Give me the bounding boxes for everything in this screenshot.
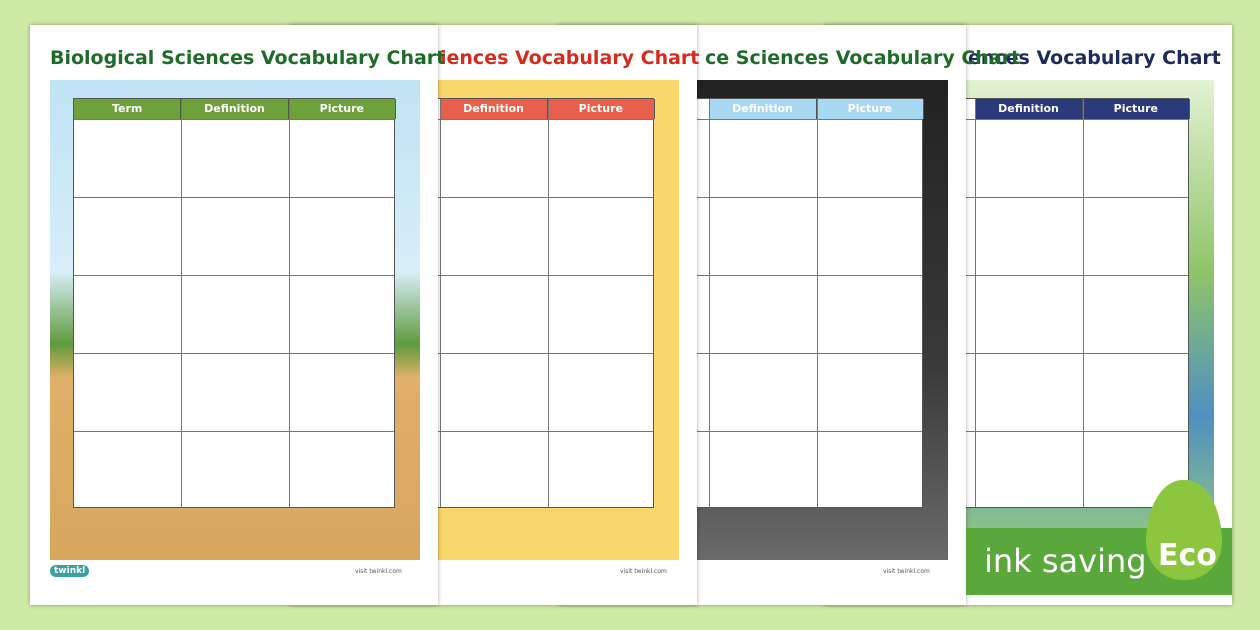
table-header: Picture bbox=[1082, 99, 1190, 119]
row-line bbox=[602, 353, 922, 354]
row-line bbox=[333, 197, 653, 198]
footer-url: visit twinkl.com bbox=[355, 568, 402, 575]
row-line bbox=[868, 353, 1188, 354]
sheet-title: Biological Sciences Vocabulary Chart bbox=[50, 47, 446, 69]
table-header: Term bbox=[74, 99, 182, 119]
sheet-title: ce Sciences Vocabulary Chart bbox=[705, 47, 1021, 69]
row-line bbox=[868, 275, 1188, 276]
table-header: Definition bbox=[440, 99, 548, 119]
column-line bbox=[547, 99, 549, 507]
row-line bbox=[333, 353, 653, 354]
row-line bbox=[602, 197, 922, 198]
row-line bbox=[602, 431, 922, 432]
table-header: Picture bbox=[288, 99, 396, 119]
row-line bbox=[74, 353, 394, 354]
eco-badge: ink saving Eco bbox=[966, 480, 1232, 595]
leaf bbox=[1146, 480, 1222, 580]
footer-url: visit twinkl.com bbox=[620, 568, 667, 575]
table-header: Definition bbox=[709, 99, 817, 119]
column-line bbox=[1082, 99, 1084, 507]
row-line bbox=[602, 275, 922, 276]
column-line bbox=[288, 99, 290, 507]
row-line bbox=[74, 275, 394, 276]
row-line bbox=[868, 119, 1188, 120]
column-line bbox=[975, 99, 977, 507]
table-header: Picture bbox=[816, 99, 924, 119]
twinkl-logo: twinkl bbox=[50, 565, 90, 577]
row-line bbox=[868, 197, 1188, 198]
table-header: Definition bbox=[975, 99, 1083, 119]
table-header: Picture bbox=[547, 99, 655, 119]
column-line bbox=[440, 99, 442, 507]
badge-text: ink saving bbox=[984, 542, 1147, 580]
row-line bbox=[333, 431, 653, 432]
sheet-title: ences Vocabulary Chart bbox=[968, 47, 1221, 69]
badge-label: Eco bbox=[1158, 538, 1217, 573]
row-line bbox=[333, 275, 653, 276]
row-line bbox=[333, 119, 653, 120]
row-line bbox=[74, 119, 394, 120]
column-line bbox=[709, 99, 711, 507]
row-line bbox=[74, 197, 394, 198]
footer-url: visit twinkl.com bbox=[883, 568, 930, 575]
row-line bbox=[602, 119, 922, 120]
row-line bbox=[74, 431, 394, 432]
vocab-table: Term Definition Picture bbox=[73, 98, 396, 508]
row-line bbox=[868, 431, 1188, 432]
column-line bbox=[816, 99, 818, 507]
column-line bbox=[181, 99, 183, 507]
worksheet: Biological Sciences Vocabulary Chart Term… bbox=[30, 25, 445, 605]
table-header: Definition bbox=[181, 99, 289, 119]
sheet-title: iences Vocabulary Chart bbox=[440, 47, 700, 69]
